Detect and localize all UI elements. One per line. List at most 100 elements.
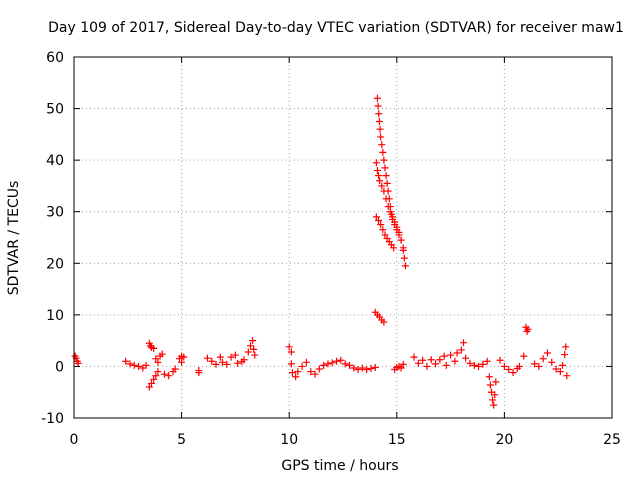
data-point-marker <box>135 362 143 370</box>
data-point-marker <box>358 364 366 372</box>
data-point-marker <box>320 361 328 369</box>
x-axis-ticks: 0 5 10 15 20 25 <box>70 57 621 448</box>
data-point-marker <box>559 361 567 369</box>
data-point-marker <box>423 362 431 370</box>
y-tick-label: -10 <box>41 411 64 427</box>
data-point-marker <box>328 359 336 367</box>
data-point-marker <box>354 366 362 374</box>
x-tick-label: 25 <box>603 432 621 448</box>
data-point-marker <box>178 358 186 366</box>
data-point-marker <box>397 236 405 244</box>
data-point-marker <box>562 343 570 351</box>
data-point-marker <box>381 164 389 172</box>
data-point-marker <box>158 350 166 358</box>
data-point-marker <box>315 365 323 373</box>
data-point-marker <box>382 195 390 203</box>
data-point-marker <box>483 357 491 365</box>
data-point-marker <box>367 364 375 372</box>
y-tick-label: 40 <box>46 153 64 169</box>
x-tick-label: 20 <box>495 432 513 448</box>
data-point-marker <box>401 262 409 270</box>
data-point-marker <box>524 325 532 333</box>
data-point-marker <box>376 125 384 133</box>
data-point-marker <box>227 353 235 361</box>
data-point-marker <box>442 361 450 369</box>
data-point-marker <box>390 244 398 252</box>
data-point-marker <box>563 372 571 380</box>
data-point-marker <box>531 360 539 368</box>
data-point-marker <box>130 361 138 369</box>
data-point-marker <box>410 353 418 361</box>
data-point-marker <box>377 221 385 229</box>
x-tick-label: 0 <box>70 432 79 448</box>
data-point-marker <box>150 375 158 383</box>
data-point-marker <box>399 360 407 368</box>
data-point-marker <box>216 353 224 361</box>
data-point-marker <box>414 359 422 367</box>
data-point-marker <box>388 213 396 221</box>
data-point-marker <box>302 358 310 366</box>
data-point-marker <box>287 348 295 356</box>
plot-area-frame <box>73 56 613 419</box>
data-point-marker <box>491 391 499 399</box>
data-point-marker <box>384 203 392 211</box>
data-point-marker <box>240 356 248 364</box>
data-point-marker <box>345 361 353 369</box>
data-point-marker <box>419 356 427 364</box>
data-point-marker <box>373 166 381 174</box>
data-point-marker <box>287 360 295 368</box>
data-point-marker <box>539 355 547 363</box>
data-point-marker <box>373 94 381 102</box>
data-point-marker <box>234 359 242 367</box>
x-tick-label: 10 <box>280 432 298 448</box>
data-point-marker <box>479 360 487 368</box>
data-point-marker <box>509 369 517 377</box>
y-tick-label: 60 <box>46 50 64 66</box>
data-point-marker <box>212 360 220 368</box>
data-point-marker <box>152 355 160 363</box>
data-point-marker <box>372 213 380 221</box>
data-point-marker <box>374 102 382 110</box>
data-point-marker <box>375 117 383 125</box>
data-point-marker <box>249 337 257 345</box>
y-tick-label: 30 <box>46 205 64 221</box>
data-point-marker <box>399 246 407 254</box>
data-point-marker <box>380 318 388 326</box>
data-point-marker <box>543 349 551 357</box>
data-point-marker <box>377 133 385 141</box>
data-point-marker <box>397 364 405 372</box>
data-point-marker <box>376 177 384 185</box>
data-point-marker <box>350 364 358 372</box>
data-point-marker <box>165 372 173 380</box>
y-tick-label: 50 <box>46 102 64 118</box>
data-point-marker <box>324 360 332 368</box>
data-point-marker <box>379 226 387 234</box>
data-point-marker <box>371 363 379 371</box>
data-point-marker <box>436 356 444 364</box>
data-point-marker <box>246 342 254 350</box>
data-point-marker <box>462 354 470 362</box>
data-point-marker <box>375 110 383 118</box>
data-point-marker <box>180 353 188 361</box>
data-point-marker <box>150 344 158 352</box>
data-point-marker <box>380 187 388 195</box>
data-point-marker <box>457 346 465 354</box>
data-point-marker <box>154 358 162 366</box>
data-point-marker <box>492 378 500 386</box>
data-point-marker <box>231 351 239 359</box>
data-point-marker <box>460 339 468 347</box>
data-point-marker <box>160 370 168 378</box>
data-point-marker <box>453 349 461 357</box>
data-point-marker <box>379 148 387 156</box>
data-point-marker <box>333 357 341 365</box>
data-point-marker <box>535 362 543 370</box>
data-point-marker <box>288 369 296 377</box>
data-point-marker <box>556 368 564 376</box>
data-point-marker <box>386 208 394 216</box>
data-point-marker <box>381 231 389 239</box>
data-point-marker <box>378 182 386 190</box>
data-point-marker <box>285 343 293 351</box>
data-point-marker <box>466 359 474 367</box>
data-points <box>71 94 571 409</box>
